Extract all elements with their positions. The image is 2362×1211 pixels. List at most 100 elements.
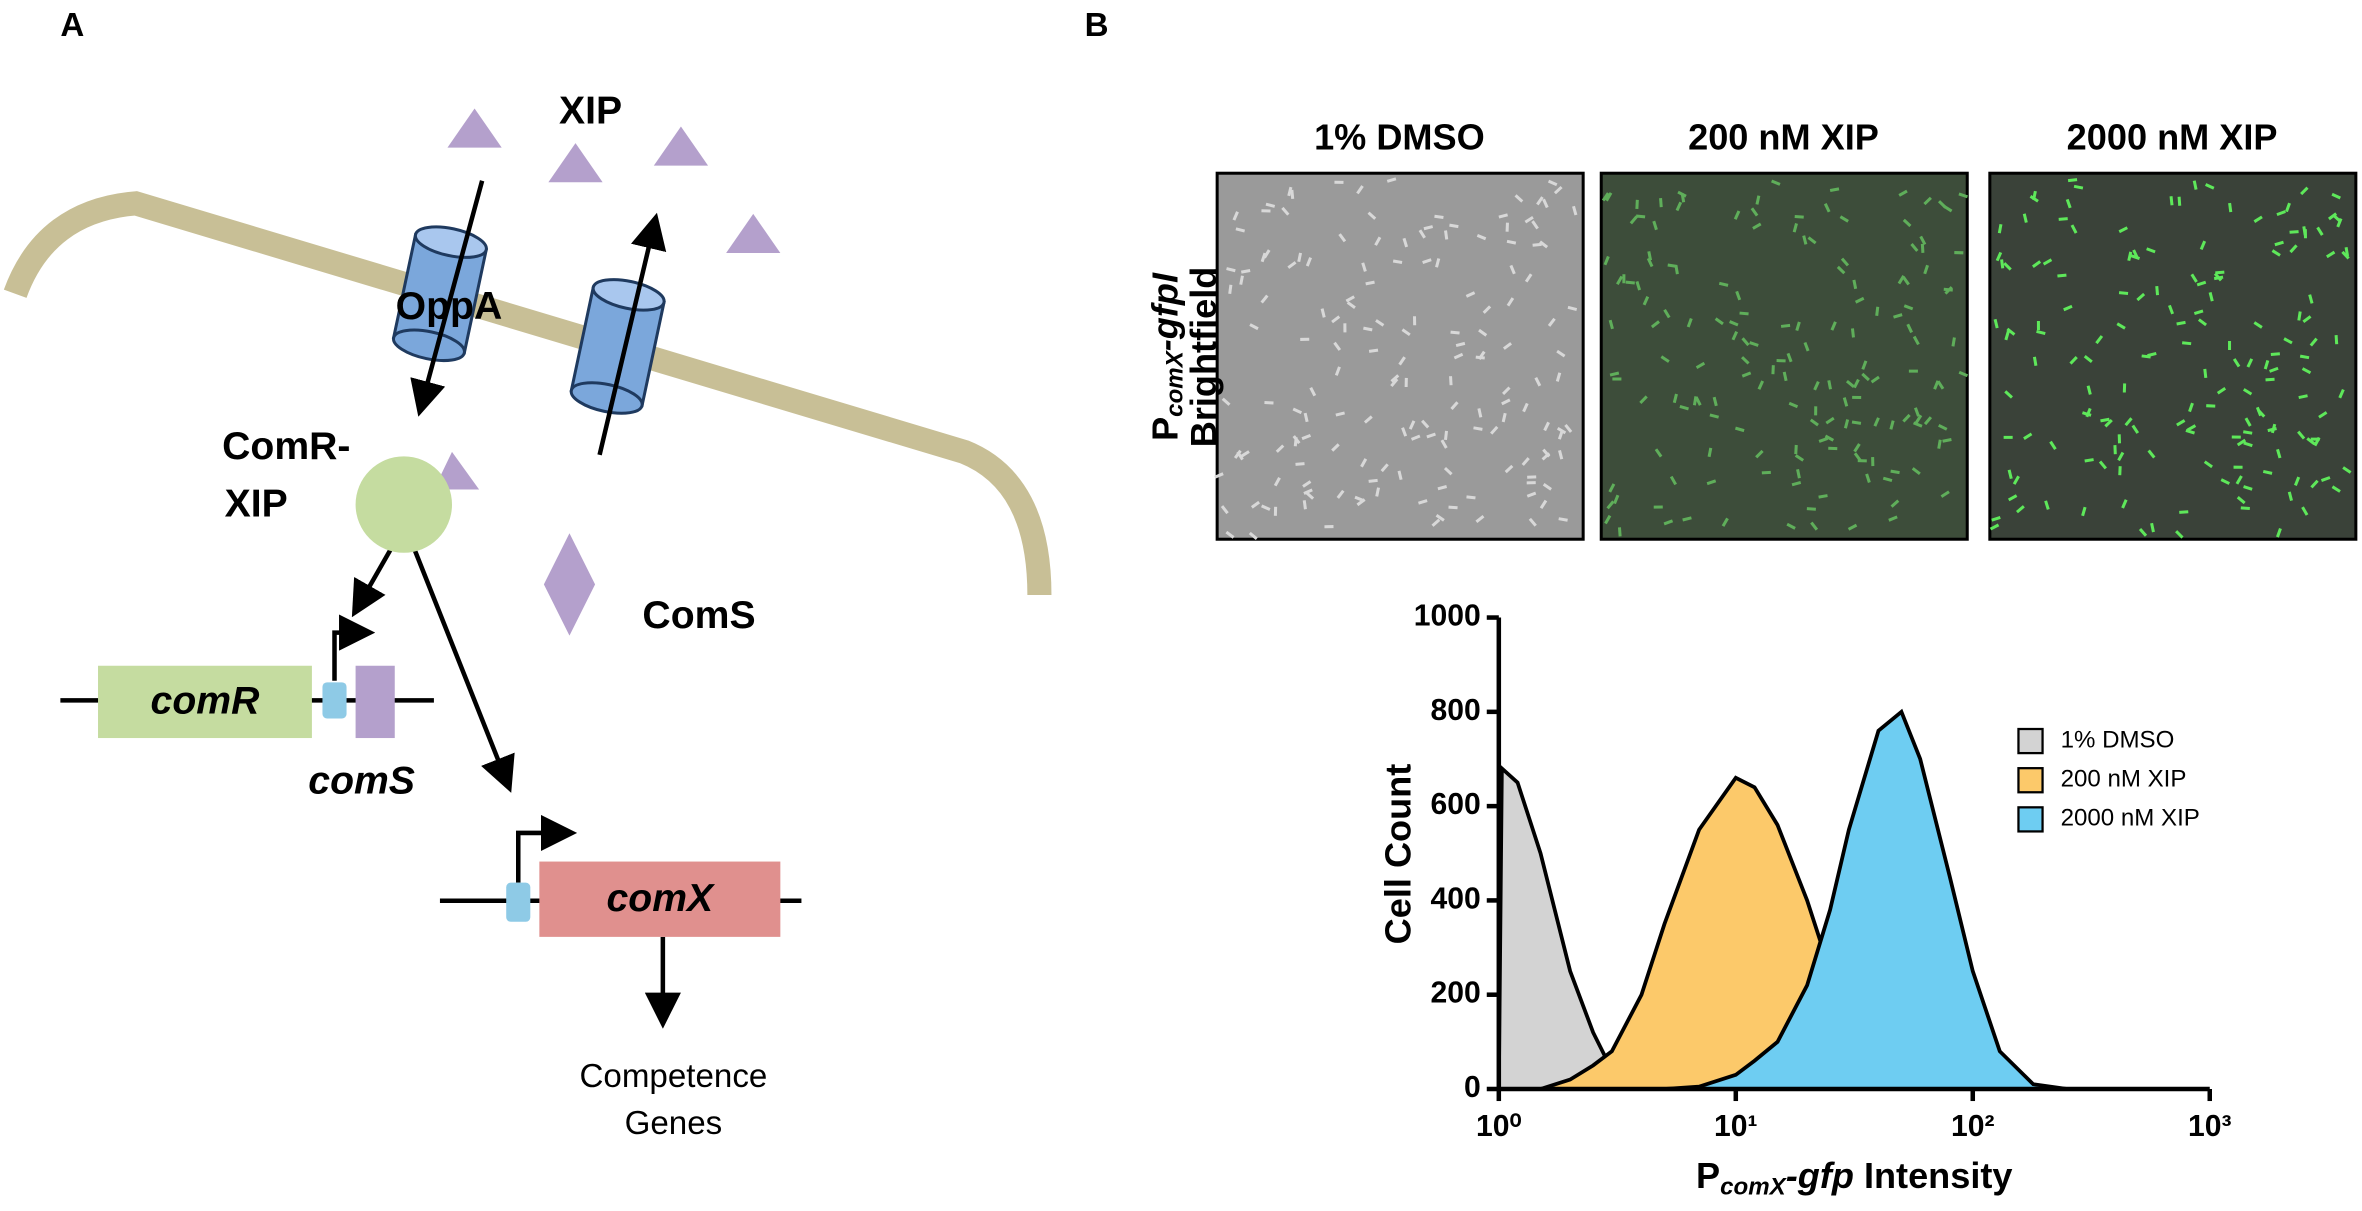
cell — [1873, 417, 1880, 427]
cell — [1475, 514, 1485, 523]
cell — [1506, 239, 1517, 245]
cell — [1228, 284, 1233, 294]
cell — [2270, 352, 2280, 356]
cell — [1845, 379, 1855, 389]
y-tick-label: 1000 — [1414, 600, 1481, 633]
cell — [2193, 309, 2204, 316]
cell — [1368, 478, 1378, 483]
cell — [1380, 463, 1389, 473]
cell — [2294, 476, 2301, 486]
cell — [1625, 280, 1635, 285]
cell — [1654, 448, 1663, 458]
cell — [1444, 230, 1449, 240]
cell — [1450, 330, 1460, 335]
cell — [1556, 349, 1566, 358]
cell — [2032, 356, 2038, 367]
cell — [1617, 527, 1622, 537]
cell — [1871, 456, 1875, 467]
cell — [2004, 330, 2010, 341]
cell — [1739, 311, 1749, 316]
cell — [1434, 214, 1444, 219]
cell — [1521, 457, 1530, 466]
cell — [2179, 510, 2189, 514]
cell — [1923, 196, 1932, 206]
cell — [2007, 494, 2018, 502]
promoter — [322, 682, 347, 719]
micrograph — [1215, 171, 1585, 541]
label: XIP — [225, 482, 288, 525]
cell — [1780, 323, 1791, 328]
cell — [1853, 443, 1861, 453]
cell — [1214, 472, 1224, 479]
cell — [1478, 328, 1488, 337]
cell — [1796, 469, 1801, 479]
cell — [1755, 195, 1761, 205]
cell — [1682, 516, 1692, 522]
cell — [1346, 301, 1356, 309]
image-title: 1% DMSO — [1314, 117, 1485, 158]
cell — [1712, 396, 1718, 407]
cell — [2300, 186, 2309, 196]
cell — [1302, 500, 1307, 510]
cell — [1938, 423, 1948, 431]
cell — [1721, 517, 1729, 527]
cell — [2336, 218, 2343, 228]
cell — [2130, 254, 2141, 261]
cell — [1853, 378, 1860, 389]
legend-swatch — [2017, 767, 2044, 794]
cell — [1225, 530, 1235, 539]
cell — [1220, 505, 1229, 515]
cell — [1857, 459, 1867, 463]
cell — [1402, 237, 1409, 248]
cell — [1882, 476, 1893, 482]
micrograph — [1988, 171, 2358, 541]
cell — [2086, 385, 2092, 395]
cell — [1755, 449, 1764, 459]
cell — [1890, 469, 1900, 475]
cell — [1375, 487, 1380, 497]
cell — [2155, 285, 2160, 296]
panel-label: A — [60, 7, 84, 44]
cell — [1889, 420, 1895, 430]
cell — [2276, 528, 2282, 538]
cell — [1260, 294, 1269, 304]
cell — [2081, 411, 2092, 417]
cell — [1539, 499, 1548, 509]
cell — [2069, 356, 2078, 365]
cell — [1733, 210, 1741, 220]
cell — [2243, 441, 2253, 448]
cell — [1408, 420, 1416, 430]
y-tick-label: 400 — [1430, 882, 1480, 915]
cell — [2083, 355, 2093, 363]
cell — [1300, 337, 1310, 341]
cell — [1606, 500, 1615, 510]
cell — [1914, 414, 1923, 424]
cell — [1818, 437, 1829, 443]
cell — [1514, 194, 1524, 203]
cell — [1604, 514, 1612, 525]
cell — [1714, 317, 1724, 326]
cell — [1989, 523, 2000, 531]
cell — [1842, 397, 1849, 407]
cell — [1913, 421, 1923, 428]
cell — [2003, 262, 2012, 271]
cell — [2208, 292, 2214, 302]
cell — [2287, 491, 2293, 502]
cell — [2118, 291, 2129, 295]
cell — [1741, 371, 1752, 378]
cell — [2203, 460, 2213, 469]
cell — [1761, 470, 1771, 475]
cell — [1906, 323, 1913, 334]
cell — [1795, 321, 1801, 331]
cell — [1802, 235, 1808, 245]
cell — [2215, 270, 2225, 275]
cell — [1426, 432, 1436, 439]
cell — [2023, 432, 2033, 440]
cell — [1303, 412, 1309, 423]
cell — [1914, 407, 1920, 417]
cell — [1647, 251, 1653, 261]
cell — [1275, 444, 1285, 453]
cell — [1933, 380, 1940, 390]
cell — [2181, 341, 2192, 346]
cell — [1829, 187, 1840, 193]
